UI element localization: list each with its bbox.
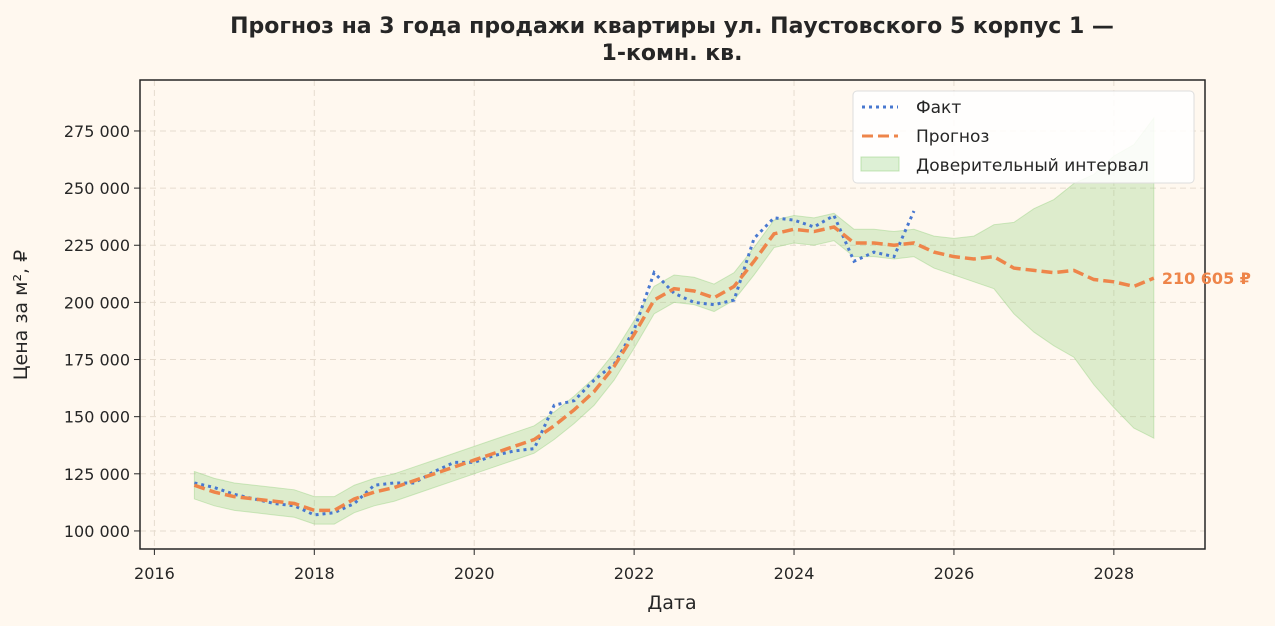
x-axis: 2016 2018 2020 2022 2024 2026 2028 xyxy=(134,549,1134,583)
y-tick-label: 100 000 xyxy=(64,522,130,541)
y-axis-label: Цена за м², ₽ xyxy=(10,250,32,380)
y-tick-label: 225 000 xyxy=(64,236,130,255)
y-axis: 100 000 125 000 150 000 175 000 200 000 225 0… xyxy=(64,122,140,541)
grid xyxy=(140,80,1205,549)
y-tick-label: 175 000 xyxy=(64,351,130,370)
legend-box xyxy=(852,90,1195,184)
confidence-interval-band xyxy=(193,116,1155,525)
x-tick-label: 2016 xyxy=(134,564,175,583)
x-tick-label: 2018 xyxy=(294,564,335,583)
x-tick-label: 2022 xyxy=(614,564,655,583)
x-tick-label: 2026 xyxy=(934,564,975,583)
x-tick-label: 2020 xyxy=(454,564,495,583)
chart-title-line2: 1-комн. кв. xyxy=(602,41,743,66)
legend: Факт Прогноз Доверительный интервал xyxy=(852,90,1195,184)
x-tick-label: 2028 xyxy=(1093,564,1134,583)
y-tick-label: 250 000 xyxy=(64,179,130,198)
y-tick-label: 200 000 xyxy=(64,293,130,312)
last-value-annotation: 210 605 ₽ xyxy=(1162,269,1251,288)
y-tick-label: 125 000 xyxy=(64,465,130,484)
plot-marks xyxy=(193,116,1155,525)
x-tick-label: 2024 xyxy=(774,564,815,583)
y-tick-label: 150 000 xyxy=(64,408,130,427)
legend-forecast-label: Прогноз xyxy=(916,127,989,147)
legend-ci-swatch xyxy=(860,156,900,172)
fact-line xyxy=(194,210,916,517)
x-axis-label: Дата xyxy=(647,592,696,614)
y-tick-label: 275 000 xyxy=(64,122,130,141)
legend-ci-label: Доверительный интервал xyxy=(916,156,1149,176)
chart-title-line1: Прогноз на 3 года продажи квартиры ул. П… xyxy=(230,14,1114,39)
legend-fact-label: Факт xyxy=(916,98,961,118)
plot-frame xyxy=(139,79,1206,550)
